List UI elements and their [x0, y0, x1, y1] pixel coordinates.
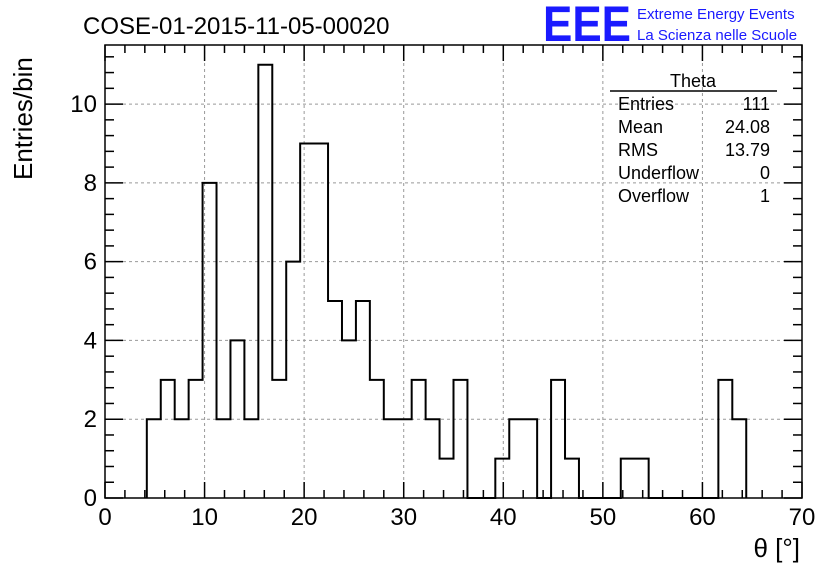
y-tick-label: 0: [84, 485, 97, 512]
stats-label-underflow: Underflow: [618, 163, 700, 183]
stats-value-entries: 111: [743, 94, 770, 114]
stats-value-underflow: 0: [760, 163, 770, 183]
stats-value-overflow: 1: [760, 186, 770, 206]
stats-label-mean: Mean: [618, 117, 663, 137]
x-tick-label: 50: [590, 504, 617, 531]
y-tick-label: 10: [70, 91, 97, 118]
stats-label-entries: Entries: [618, 94, 674, 114]
stats-label-overflow: Overflow: [618, 186, 690, 206]
y-tick-label: 2: [84, 406, 97, 433]
stats-title: Theta: [670, 71, 717, 91]
y-axis-label: Entries/bin: [8, 57, 38, 180]
stats-box: Theta Entries 111 Mean 24.08 RMS 13.79 U…: [610, 71, 777, 206]
stats-value-mean: 24.08: [725, 117, 770, 137]
chart-title: COSE-01-2015-11-05-00020: [83, 13, 389, 40]
logo-line-2: La Scienza nelle Scuole: [637, 27, 797, 44]
x-tick-label: 60: [689, 504, 716, 531]
x-tick-label: 30: [390, 504, 417, 531]
x-tick-label: 20: [291, 504, 318, 531]
eee-logo: EEE: [543, 0, 631, 52]
x-axis-ticks: 0 10 20 30 40 50 60 70: [98, 45, 815, 531]
plot-frame: [104, 44, 803, 499]
x-axis-label: θ [°]: [753, 533, 800, 563]
logo-line-1: Extreme Energy Events: [637, 6, 795, 23]
y-tick-label: 6: [84, 249, 97, 276]
stats-label-rms: RMS: [618, 140, 658, 160]
histogram-series: [145, 63, 748, 499]
x-tick-label: 10: [191, 504, 218, 531]
x-tick-label: 70: [789, 504, 816, 531]
stats-value-rms: 13.79: [725, 140, 770, 160]
x-tick-label: 0: [98, 504, 111, 531]
y-tick-label: 8: [84, 170, 97, 197]
x-tick-label: 40: [490, 504, 517, 531]
y-tick-label: 4: [84, 327, 97, 354]
